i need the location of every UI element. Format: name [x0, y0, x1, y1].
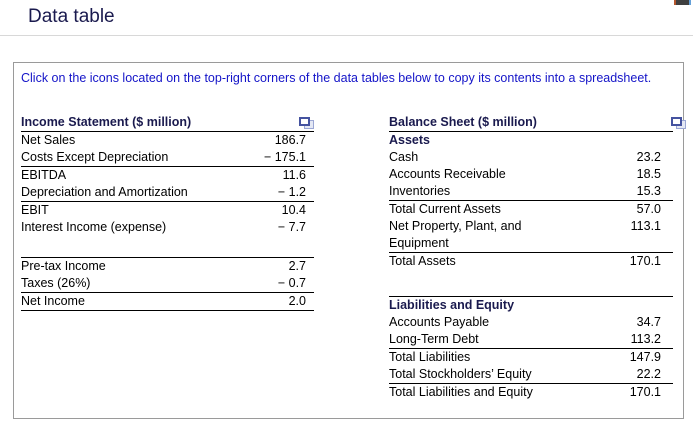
balance-sheet-title: Balance Sheet ($ million): [389, 115, 537, 129]
income-statement-table: Income Statement ($ million) Net Sales 18…: [21, 113, 314, 311]
table-row: Accounts Receivable 18.5: [389, 166, 673, 183]
copy-icon-front-window: [671, 116, 682, 126]
table-row: Total Liabilities 147.9: [389, 349, 673, 366]
artifact-orange-edge: [674, 0, 676, 5]
row-label: Accounts Payable: [389, 315, 490, 329]
row-label: Long-Term Debt: [389, 332, 479, 346]
table-row: Long-Term Debt 113.2: [389, 331, 673, 349]
row-value: 10.4: [281, 203, 306, 217]
row-value: 170.1: [629, 254, 661, 268]
copy-icon-front-window: [299, 116, 310, 126]
row-label: Interest Income (expense): [21, 220, 167, 234]
row-value: 2.7: [288, 259, 306, 273]
row-label: Total Current Assets: [389, 202, 501, 216]
row-label: Assets: [389, 133, 430, 147]
row-value: 11.6: [282, 168, 306, 182]
income-statement-body: Net Sales 186.7 Costs Except Depreciation −…: [21, 132, 314, 311]
income-statement-header: Income Statement ($ million): [21, 113, 314, 132]
table-spacer: [21, 236, 314, 257]
artifact-blue-edge: [689, 0, 691, 5]
row-value: − 175.1: [263, 150, 306, 164]
table-row: Taxes (26%) − 0.7: [21, 275, 314, 293]
row-label: EBITDA: [21, 168, 67, 182]
balance-sheet-table: Balance Sheet ($ million) Assets Cash 23.2…: [389, 113, 686, 401]
row-value: − 1.2: [277, 185, 306, 199]
row-value: 57.0: [636, 202, 661, 216]
table-row: Total Current Assets 57.0: [389, 201, 673, 218]
table-row: Assets: [389, 132, 673, 149]
table-row: Costs Except Depreciation − 175.1: [21, 149, 314, 167]
balance-sheet-header: Balance Sheet ($ million): [389, 113, 686, 132]
instruction-text: Click on the icons located on the top-ri…: [21, 71, 652, 85]
row-value: 186.7: [274, 133, 306, 147]
row-label: EBIT: [21, 203, 49, 217]
row-label: Liabilities and Equity: [389, 298, 515, 312]
table-spacer: [389, 270, 673, 296]
row-value: 147.9: [629, 350, 661, 364]
row-label: Net Property, Plant, and Equipment: [389, 219, 522, 250]
table-row: Pre-tax Income 2.7: [21, 257, 314, 275]
table-row: Interest Income (expense) − 7.7: [21, 219, 314, 236]
row-value: − 0.7: [277, 276, 306, 290]
table-row: Cash 23.2: [389, 149, 673, 166]
copy-table-icon[interactable]: [671, 116, 686, 129]
row-value: 113.1: [630, 219, 661, 233]
row-value: 113.2: [630, 332, 661, 346]
row-value: 22.2: [636, 367, 661, 381]
data-table-panel: Click on the icons located on the top-ri…: [13, 62, 686, 419]
table-row: Depreciation and Amortization − 1.2: [21, 184, 314, 202]
row-label: Costs Except Depreciation: [21, 150, 169, 164]
row-label: Net Income: [21, 294, 85, 308]
row-value: − 7.7: [277, 220, 306, 234]
table-row: Total Liabilities and Equity 170.1: [389, 384, 673, 401]
income-statement-title: Income Statement ($ million): [21, 115, 192, 129]
table-row: Total Assets 170.1: [389, 253, 673, 270]
table-row: EBIT 10.4: [21, 202, 314, 219]
row-label: Total Liabilities: [389, 350, 471, 364]
row-value: 18.5: [636, 167, 661, 181]
row-label: Inventories: [389, 184, 451, 198]
table-row: Total Stockholders’ Equity 22.2: [389, 366, 673, 384]
row-value: 2.0: [288, 294, 306, 308]
copy-table-icon[interactable]: [299, 116, 314, 129]
artifact-dark-bar: [676, 0, 689, 5]
screen-artifact: [674, 0, 691, 5]
row-label: Depreciation and Amortization: [21, 185, 188, 199]
table-row: Accounts Payable 34.7: [389, 314, 673, 331]
table-row: Net Income 2.0: [21, 293, 314, 311]
row-value: 15.3: [636, 184, 661, 198]
row-label: Total Stockholders’ Equity: [389, 367, 532, 381]
page-title: Data table: [28, 6, 115, 27]
table-row: Liabilities and Equity: [389, 296, 673, 314]
table-row: Inventories 15.3: [389, 183, 673, 201]
table-row: Net Property, Plant, and Equipment 113.1: [389, 218, 673, 253]
table-row: EBITDA 11.6: [21, 167, 314, 184]
row-label: Cash: [389, 150, 419, 164]
row-value: 34.7: [636, 315, 661, 329]
row-label: Pre-tax Income: [21, 259, 106, 273]
row-value: 170.1: [629, 385, 661, 399]
header-divider: [0, 35, 693, 36]
row-value: 23.2: [636, 150, 661, 164]
row-label: Taxes (26%): [21, 276, 91, 290]
balance-sheet-body: Assets Cash 23.2 Accounts Receivable 18.5 Inv…: [389, 132, 673, 401]
row-label: Total Assets: [389, 254, 456, 268]
table-row: Net Sales 186.7: [21, 132, 314, 149]
row-label: Accounts Receivable: [389, 167, 506, 181]
row-label: Net Sales: [21, 133, 76, 147]
row-label: Total Liabilities and Equity: [389, 385, 533, 399]
